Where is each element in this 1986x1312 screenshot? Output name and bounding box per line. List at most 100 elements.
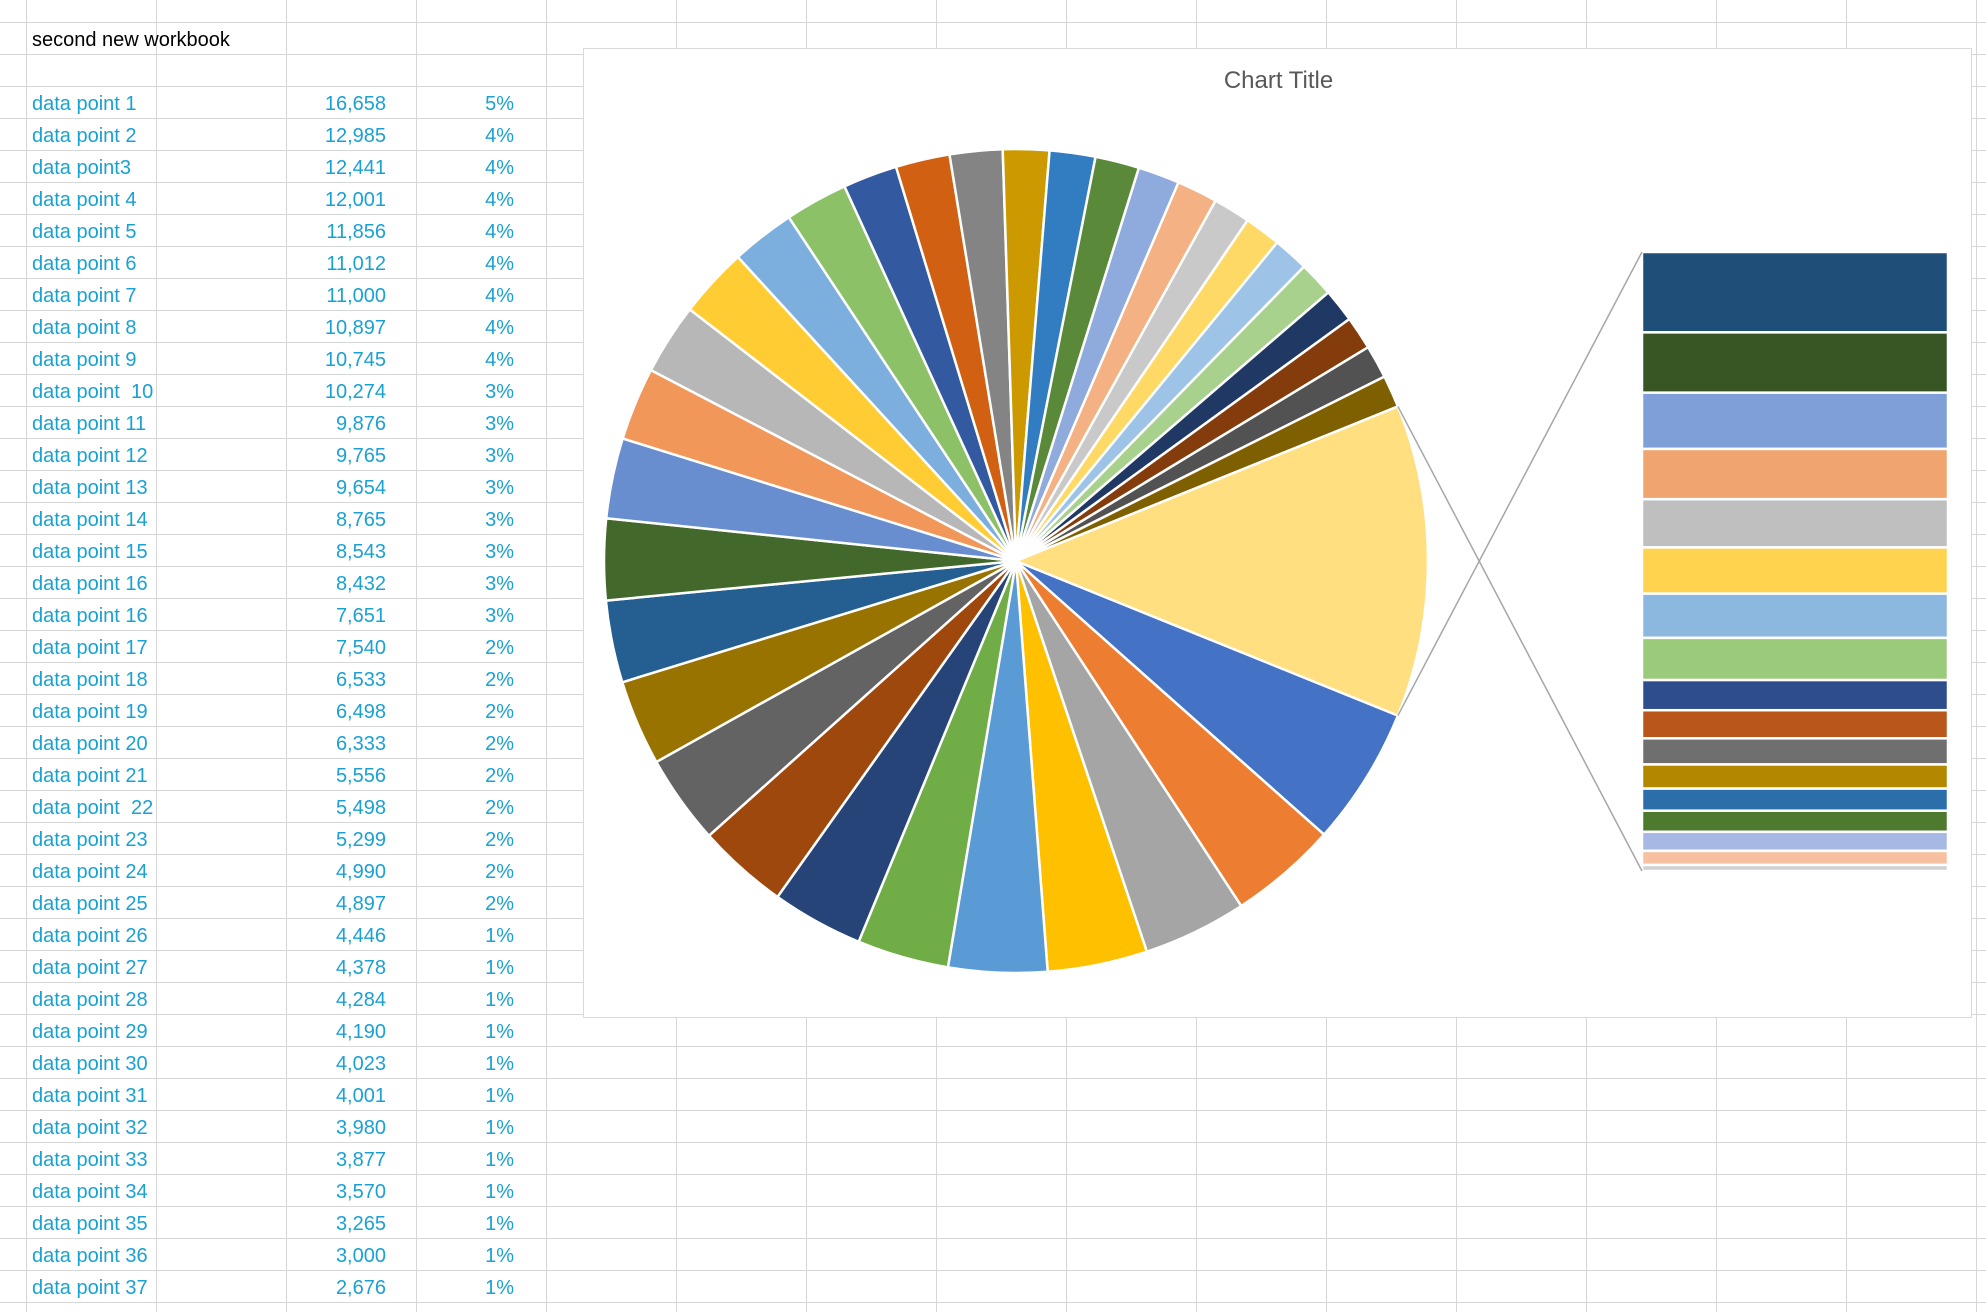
row-label-cell[interactable]: data point 2: [32, 125, 137, 147]
row-label-cell[interactable]: data point 13: [32, 477, 148, 499]
row-value-cell[interactable]: 8,543: [335, 541, 386, 563]
workbook-title-cell[interactable]: second new workbook: [32, 29, 230, 51]
row-percent-cell[interactable]: 3%: [485, 413, 514, 435]
row-percent-cell[interactable]: 1%: [485, 989, 514, 1011]
row-percent-cell[interactable]: 3%: [485, 477, 514, 499]
row-percent-cell[interactable]: 2%: [485, 669, 514, 691]
secondary-bar-segment[interactable]: [1640, 250, 1950, 334]
pie-of-bar-chart[interactable]: [584, 49, 1973, 1019]
secondary-bar-segment[interactable]: [1640, 787, 1950, 812]
secondary-bar-segment[interactable]: [1640, 678, 1950, 712]
row-label-cell[interactable]: data point 25: [32, 893, 148, 915]
row-label-cell[interactable]: data point 14: [32, 509, 148, 531]
row-value-cell[interactable]: 3,000: [335, 1245, 386, 1267]
row-value-cell[interactable]: 10,897: [324, 317, 386, 339]
pie-slice[interactable]: [1015, 559, 1400, 837]
row-value-cell[interactable]: 6,333: [335, 733, 386, 755]
row-value-cell[interactable]: 4,284: [335, 989, 386, 1011]
row-value-cell[interactable]: 4,378: [335, 957, 386, 979]
row-label-cell[interactable]: data point 26: [32, 925, 148, 947]
row-label-cell[interactable]: data point 29: [32, 1021, 148, 1043]
row-value-cell[interactable]: 9,765: [335, 445, 386, 467]
row-value-cell[interactable]: 5,299: [335, 829, 386, 851]
row-label-cell[interactable]: data point 30: [32, 1053, 148, 1075]
row-value-cell[interactable]: 9,876: [335, 413, 386, 435]
row-label-cell[interactable]: data point 20: [32, 733, 148, 755]
row-label-cell[interactable]: data point 33: [32, 1149, 148, 1171]
row-percent-cell[interactable]: 1%: [485, 1117, 514, 1139]
row-label-cell[interactable]: data point 16: [32, 573, 148, 595]
secondary-bar-segment[interactable]: [1640, 737, 1950, 766]
row-percent-cell[interactable]: 4%: [485, 189, 514, 211]
row-label-cell[interactable]: data point 6: [32, 253, 137, 275]
row-label-cell[interactable]: data point 16: [32, 605, 148, 627]
row-percent-cell[interactable]: 3%: [485, 509, 514, 531]
secondary-bar-segment[interactable]: [1640, 546, 1950, 595]
secondary-bar-segment[interactable]: [1640, 447, 1950, 501]
secondary-bar-segment[interactable]: [1640, 497, 1950, 549]
row-value-cell[interactable]: 10,745: [324, 349, 386, 371]
row-label-cell[interactable]: data point 10: [32, 381, 154, 403]
secondary-bar-segment[interactable]: [1640, 863, 1950, 873]
row-percent-cell[interactable]: 3%: [485, 605, 514, 627]
row-label-cell[interactable]: data point3: [32, 157, 131, 179]
row-percent-cell[interactable]: 1%: [485, 1245, 514, 1267]
row-label-cell[interactable]: data point 1: [32, 93, 137, 115]
row-value-cell[interactable]: 2,676: [335, 1277, 386, 1299]
row-percent-cell[interactable]: 2%: [485, 637, 514, 659]
row-value-cell[interactable]: 4,990: [335, 861, 386, 883]
row-label-cell[interactable]: data point 23: [32, 829, 148, 851]
secondary-bar-segment[interactable]: [1640, 708, 1950, 740]
row-label-cell[interactable]: data point 9: [32, 349, 137, 371]
secondary-bar-segment[interactable]: [1640, 763, 1950, 790]
row-label-cell[interactable]: data point 34: [32, 1181, 148, 1203]
row-percent-cell[interactable]: 5%: [485, 93, 514, 115]
row-label-cell[interactable]: data point 4: [32, 189, 137, 211]
row-value-cell[interactable]: 3,570: [335, 1181, 386, 1203]
row-label-cell[interactable]: data point 11: [32, 413, 147, 435]
row-percent-cell[interactable]: 2%: [485, 733, 514, 755]
row-value-cell[interactable]: 4,446: [335, 925, 386, 947]
row-percent-cell[interactable]: 3%: [485, 381, 514, 403]
row-label-cell[interactable]: data point 18: [32, 669, 148, 691]
row-percent-cell[interactable]: 1%: [485, 1085, 514, 1107]
row-percent-cell[interactable]: 3%: [485, 445, 514, 467]
row-label-cell[interactable]: data point 27: [32, 957, 148, 979]
row-value-cell[interactable]: 11,856: [326, 221, 386, 243]
row-value-cell[interactable]: 12,985: [324, 125, 386, 147]
row-percent-cell[interactable]: 4%: [485, 349, 514, 371]
row-percent-cell[interactable]: 1%: [485, 957, 514, 979]
secondary-bar-segment[interactable]: [1640, 849, 1950, 867]
row-label-cell[interactable]: data point 7: [32, 285, 137, 307]
secondary-bar-segment[interactable]: [1640, 636, 1950, 682]
row-value-cell[interactable]: 16,658: [324, 93, 386, 115]
row-label-cell[interactable]: data point 21: [32, 765, 148, 787]
row-percent-cell[interactable]: 1%: [485, 925, 514, 947]
row-value-cell[interactable]: 7,540: [335, 637, 386, 659]
row-label-cell[interactable]: data point 15: [32, 541, 148, 563]
row-label-cell[interactable]: data point 12: [32, 445, 148, 467]
row-value-cell[interactable]: 3,265: [335, 1213, 386, 1235]
row-percent-cell[interactable]: 2%: [485, 797, 514, 819]
row-value-cell[interactable]: 4,190: [335, 1021, 386, 1043]
row-value-cell[interactable]: 4,001: [335, 1085, 386, 1107]
row-percent-cell[interactable]: 2%: [485, 701, 514, 723]
row-value-cell[interactable]: 11,000: [326, 285, 386, 307]
row-percent-cell[interactable]: 1%: [485, 1213, 514, 1235]
row-percent-cell[interactable]: 1%: [485, 1277, 514, 1299]
row-value-cell[interactable]: 8,432: [335, 573, 386, 595]
secondary-bar-segment[interactable]: [1640, 809, 1950, 834]
row-label-cell[interactable]: data point 28: [32, 989, 148, 1011]
row-percent-cell[interactable]: 2%: [485, 765, 514, 787]
secondary-bar-segment[interactable]: [1640, 830, 1950, 853]
row-percent-cell[interactable]: 2%: [485, 829, 514, 851]
pie-slice-other[interactable]: [1012, 404, 1430, 718]
row-percent-cell[interactable]: 4%: [485, 285, 514, 307]
row-percent-cell[interactable]: 4%: [485, 221, 514, 243]
row-percent-cell[interactable]: 4%: [485, 157, 514, 179]
row-label-cell[interactable]: data point 24: [32, 861, 148, 883]
row-percent-cell[interactable]: 3%: [485, 573, 514, 595]
row-value-cell[interactable]: 11,012: [326, 253, 386, 275]
row-label-cell[interactable]: data point 8: [32, 317, 137, 339]
row-percent-cell[interactable]: 1%: [485, 1149, 514, 1171]
